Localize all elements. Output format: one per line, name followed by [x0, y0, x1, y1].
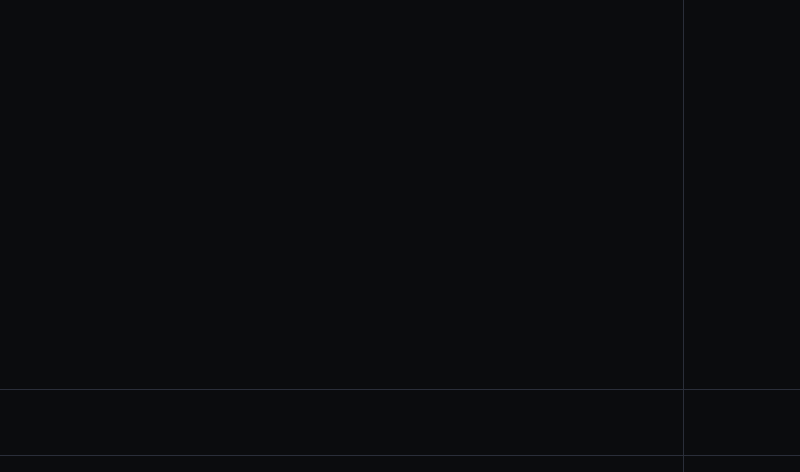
price-axis-border — [683, 0, 684, 472]
time-axis[interactable] — [0, 455, 683, 472]
pane-separator[interactable] — [0, 389, 800, 390]
chart-canvas[interactable] — [0, 0, 683, 455]
last-price-badge — [682, 0, 774, 8]
time-axis-separator — [0, 455, 800, 456]
price-axis[interactable] — [684, 0, 800, 472]
